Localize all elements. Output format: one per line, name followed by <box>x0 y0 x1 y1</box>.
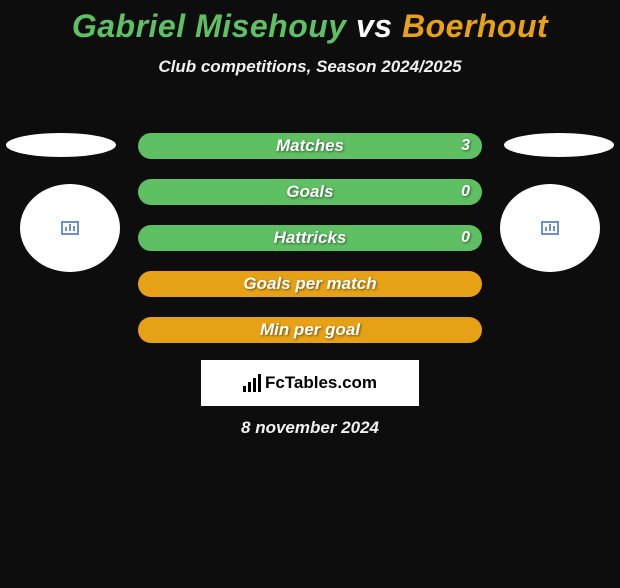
title-player2: Boerhout <box>402 8 548 44</box>
stat-label: Goals <box>286 182 333 202</box>
stat-bar-goals-per-match: Goals per match <box>138 271 482 297</box>
subtitle: Club competitions, Season 2024/2025 <box>0 57 620 77</box>
stat-bar-hattricks: Hattricks 0 <box>138 225 482 251</box>
stat-value: 3 <box>461 137 470 155</box>
stat-label: Matches <box>276 136 344 156</box>
stat-value: 0 <box>461 229 470 247</box>
date-text: 8 november 2024 <box>0 418 620 438</box>
player2-club-badge <box>500 184 600 272</box>
page-title: Gabriel Misehouy vs Boerhout <box>0 8 620 45</box>
stat-bar-min-per-goal: Min per goal <box>138 317 482 343</box>
player2-flag-placeholder <box>504 133 614 157</box>
stat-label: Goals per match <box>243 274 376 294</box>
brand-bars-icon <box>243 374 261 392</box>
stat-bars: Matches 3 Goals 0 Hattricks 0 Goals per … <box>138 133 482 363</box>
title-vs: vs <box>356 8 402 44</box>
infographic-root: Gabriel Misehouy vs Boerhout Club compet… <box>0 8 620 588</box>
brand-watermark: FcTables.com <box>201 360 419 406</box>
club-badge-icon <box>61 221 79 235</box>
player1-flag-placeholder <box>6 133 116 157</box>
stat-bar-goals: Goals 0 <box>138 179 482 205</box>
stat-label: Hattricks <box>274 228 347 248</box>
stat-bar-matches: Matches 3 <box>138 133 482 159</box>
stat-label: Min per goal <box>260 320 360 340</box>
brand-text: FcTables.com <box>265 373 377 393</box>
stat-value: 0 <box>461 183 470 201</box>
title-player1: Gabriel Misehouy <box>72 8 347 44</box>
club-badge-icon <box>541 221 559 235</box>
player1-club-badge <box>20 184 120 272</box>
